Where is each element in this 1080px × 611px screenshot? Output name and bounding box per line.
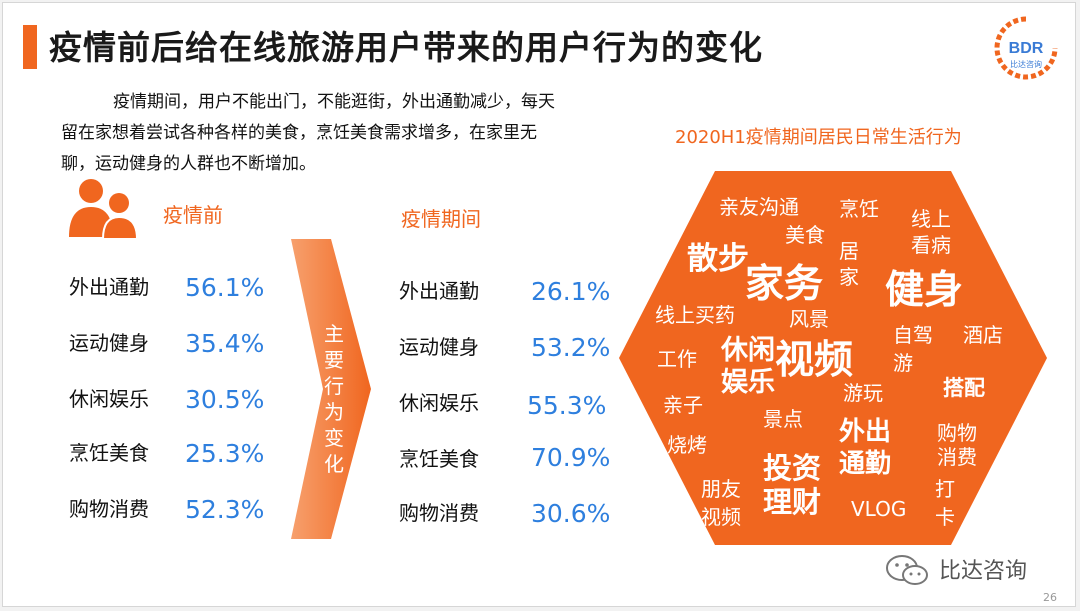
cloud-word: 理财 <box>763 485 822 519</box>
slide-title: 疫情前后给在线旅游用户带来的用户行为的变化 <box>49 28 763 67</box>
cloud-word: 游 <box>893 351 913 375</box>
during-value: 70.9% <box>531 443 611 472</box>
page-number: 26 <box>1043 591 1057 604</box>
during-label: 外出通勤 <box>399 279 479 303</box>
arrow-char: 为 <box>324 400 344 424</box>
during-value: 30.6% <box>531 499 611 528</box>
word-cloud-title: 2020H1疫情期间居民日常生活行为 <box>675 127 962 148</box>
before-value: 35.4% <box>185 329 265 358</box>
cloud-word: 投资 <box>763 451 822 485</box>
before-label: 运动健身 <box>69 331 149 355</box>
cloud-word: 通勤 <box>839 449 892 479</box>
cloud-word: 娱乐 <box>721 367 775 398</box>
cloud-word: 家 <box>839 265 859 289</box>
before-value: 56.1% <box>185 273 265 302</box>
cloud-word: 酒店 <box>963 323 1003 347</box>
arrow-label: 主 要 行 为 变 化 <box>321 321 347 477</box>
people-icon <box>69 179 139 240</box>
during-label: 休闲娱乐 <box>399 391 479 415</box>
arrow-icon <box>291 239 371 539</box>
cloud-word: 家务 <box>745 262 824 307</box>
before-value: 25.3% <box>185 439 265 468</box>
during-label: 运动健身 <box>399 335 479 359</box>
cloud-word: 线上买药 <box>655 303 735 327</box>
during-label: 烹饪美食 <box>399 447 479 471</box>
before-value: 52.3% <box>185 495 265 524</box>
cloud-word: 健身 <box>885 268 964 313</box>
cloud-word: 风景 <box>789 307 829 331</box>
logo-ring <box>994 16 1058 80</box>
word-cloud-hexagon <box>619 171 1047 545</box>
during-value: 55.3% <box>527 391 607 420</box>
cloud-word: 消费 <box>937 445 977 469</box>
cloud-word: 购物 <box>937 421 977 445</box>
during-value: 53.2% <box>531 333 611 362</box>
title-accent-bar <box>23 25 37 69</box>
arrow-char: 主 <box>324 322 344 346</box>
during-label: 购物消费 <box>399 501 479 525</box>
arrow-char: 行 <box>324 374 344 398</box>
before-label: 购物消费 <box>69 497 149 521</box>
cloud-word: 朋友 <box>701 477 741 501</box>
arrow-char: 要 <box>324 348 344 372</box>
during-value: 26.1% <box>531 277 611 306</box>
cloud-word: 外出 <box>839 417 892 447</box>
cloud-word: 亲子 <box>663 393 703 417</box>
cloud-word: 线上 <box>911 207 951 231</box>
arrow-char: 变 <box>324 426 344 450</box>
intro-line-1: 疫情期间，用户不能出门，不能逛街，外出通勤减少，每天 <box>113 92 555 112</box>
cloud-word: 视频 <box>701 505 741 529</box>
cloud-word: 工作 <box>657 347 697 371</box>
cloud-word: 美食 <box>785 223 825 247</box>
cloud-word: 自驾 <box>893 323 933 347</box>
cloud-word: 打 <box>935 477 955 501</box>
before-heading: 疫情前 <box>163 203 223 227</box>
before-value: 30.5% <box>185 385 265 414</box>
cloud-word: 烹饪 <box>839 197 879 221</box>
arrow-char: 化 <box>324 452 344 476</box>
cloud-word: 视频 <box>775 338 854 383</box>
bdr-logo: BDR 比达咨询 <box>994 16 1058 80</box>
cloud-word: 游玩 <box>843 381 883 405</box>
cloud-word: VLOG <box>851 497 907 521</box>
before-label: 外出通勤 <box>69 275 149 299</box>
cloud-word: 卡 <box>935 505 955 529</box>
cloud-word: 散步 <box>687 241 749 277</box>
logo-text: BDR <box>1009 40 1044 57</box>
intro-line-3: 聊，运动健身的人群也不断增加。 <box>61 154 316 174</box>
cloud-word: 烧烤 <box>667 433 707 457</box>
wechat-icon <box>886 555 928 585</box>
before-label: 烹饪美食 <box>69 441 149 465</box>
during-heading: 疫情期间 <box>401 207 481 231</box>
before-label: 休闲娱乐 <box>69 387 149 411</box>
wechat-account-name: 比达咨询 <box>939 559 1028 584</box>
intro-paragraph: 疫情期间，用户不能出门，不能逛街，外出通勤减少，每天 留在家想着尝试各种各样的美… <box>61 87 601 180</box>
logo-subtext: 比达咨询 <box>1010 59 1042 69</box>
cloud-word: 景点 <box>763 407 803 431</box>
cloud-word: 休闲 <box>721 335 775 366</box>
cloud-word: 居 <box>839 239 859 263</box>
cloud-word: 看病 <box>911 233 951 257</box>
intro-line-2: 留在家想着尝试各种各样的美食，烹饪美食需求增多，在家里无 <box>61 123 537 143</box>
cloud-word: 亲友沟通 <box>719 195 799 219</box>
cloud-word: 搭配 <box>943 376 985 400</box>
